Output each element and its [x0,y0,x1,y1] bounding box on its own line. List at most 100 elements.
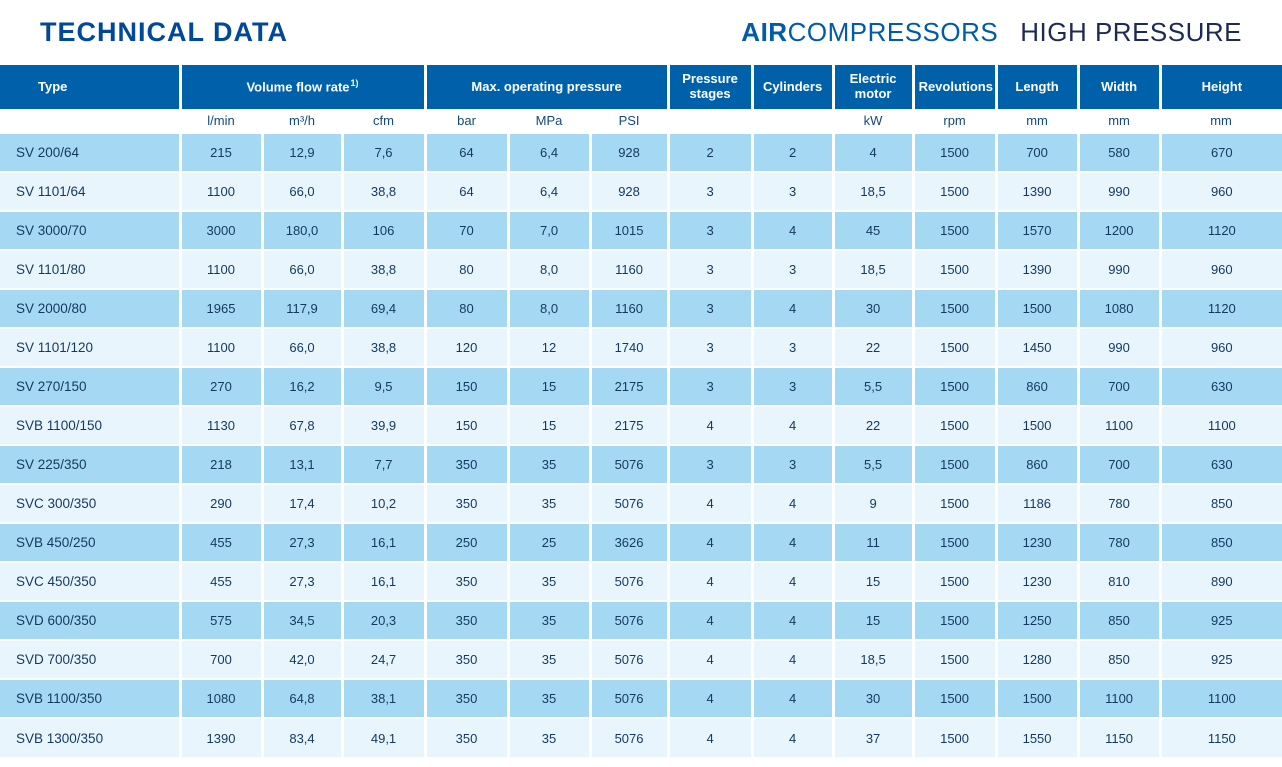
data-cell: 3 [668,210,754,250]
data-cell: 27,3 [262,561,344,601]
data-cell: 35 [508,561,592,601]
data-cell: 3 [668,288,754,328]
data-cell: 3 [668,171,754,211]
data-cell: 1965 [180,288,264,328]
data-cell: 1160 [590,288,670,328]
data-cell: 66,0 [262,327,344,367]
data-cell: 64 [425,132,510,172]
unit-cell: PSI [590,109,669,133]
data-cell: 3000 [180,210,264,250]
table-row: SVB 1100/350 1080 64,8 38,1 350 35 5076 4 4 30 150… [0,678,1282,718]
col-header-electric-motor: Electric motor [833,65,915,109]
data-cell: 3 [668,366,754,406]
data-cell: 1100 [180,249,264,289]
row-type-label: SV 225/350 [0,444,182,484]
table-row: SV 225/350 218 13,1 7,7 350 35 5076 3 3 5,5 1500 86… [0,444,1282,484]
data-cell: 670 [1160,132,1282,172]
data-cell: 700 [1078,444,1162,484]
data-cell: 1015 [590,210,670,250]
data-cell: 4 [668,717,754,757]
data-cell: 250 [425,522,510,562]
data-cell: 960 [1160,327,1282,367]
data-cell: 928 [590,132,670,172]
data-cell: 20,3 [342,600,427,640]
row-type-label: SV 200/64 [0,132,182,172]
unit-cell: m³/h [262,109,342,133]
row-type-label: SVB 1300/350 [0,717,182,757]
data-cell: 455 [180,522,264,562]
data-cell: 4 [752,639,835,679]
data-cell: 80 [425,249,510,289]
data-cell: 860 [996,444,1080,484]
data-cell: 1500 [996,405,1080,445]
row-type-label: SVC 450/350 [0,561,182,601]
data-cell: 1500 [913,327,998,367]
data-cell: 218 [180,444,264,484]
data-cell: 35 [508,444,592,484]
data-cell: 1500 [996,678,1080,718]
data-cell: 780 [1078,522,1162,562]
data-cell: 5076 [590,639,670,679]
data-cell: 4 [833,132,915,172]
row-type-label: SV 1101/64 [0,171,182,211]
table-row: SV 1101/64 1100 66,0 38,8 64 6,4 928 3 3 18,5 1500… [0,171,1282,211]
data-cell: 1500 [913,366,998,406]
unit-cell: mm [1160,109,1282,133]
data-cell: 35 [508,600,592,640]
row-type-label: SVB 1100/350 [0,678,182,718]
unit-cell: cfm [342,109,426,133]
data-cell: 4 [668,561,754,601]
data-cell: 1100 [180,171,264,211]
table-row: SV 2000/80 1965 117,9 69,4 80 8,0 1160 3 4 30 1500… [0,288,1282,328]
table-row: SV 1101/120 1100 66,0 38,8 120 12 1740 3 3 22 1500… [0,327,1282,367]
data-cell: 38,8 [342,171,427,211]
data-cell: 12 [508,327,592,367]
unit-cell: bar [425,109,509,133]
unit-cell [752,109,834,133]
data-cell: 4 [752,522,835,562]
data-cell: 4 [752,561,835,601]
row-type-label: SVC 300/350 [0,483,182,523]
data-cell: 890 [1160,561,1282,601]
data-cell: 34,5 [262,600,344,640]
data-cell: 2 [668,132,754,172]
data-cell: 120 [425,327,510,367]
unit-cell [0,109,180,133]
data-cell: 1500 [913,444,998,484]
data-cell: 1500 [913,717,998,757]
data-cell: 64 [425,171,510,211]
data-cell: 1100 [1078,405,1162,445]
unit-cell: mm [996,109,1079,133]
data-cell: 4 [668,483,754,523]
data-cell: 4 [752,483,835,523]
data-cell: 80 [425,288,510,328]
data-cell: 350 [425,717,510,757]
data-cell: 860 [996,366,1080,406]
data-cell: 35 [508,483,592,523]
unit-cell [668,109,753,133]
data-cell: 5076 [590,678,670,718]
data-cell: 350 [425,444,510,484]
brand-compressors: COMPRESSORS [787,17,999,47]
data-cell: 66,0 [262,249,344,289]
data-cell: 1200 [1078,210,1162,250]
data-cell: 215 [180,132,264,172]
data-cell: 38,8 [342,249,427,289]
data-cell: 35 [508,639,592,679]
data-cell: 1080 [1078,288,1162,328]
data-cell: 4 [752,600,835,640]
data-cell: 3 [752,366,835,406]
table-row: SV 270/150 270 16,2 9,5 150 15 2175 3 3 5,5 1500 86… [0,366,1282,406]
data-cell: 3 [752,327,835,367]
table-row: SVC 450/350 455 27,3 16,1 350 35 5076 4 4 15 1500 1… [0,561,1282,601]
data-cell: 8,0 [508,249,592,289]
data-cell: 25 [508,522,592,562]
page-header: TECHNICAL DATA AIRCOMPRESSORS HIGH PRESSU… [0,0,1282,65]
data-cell: 10,2 [342,483,427,523]
data-cell: 4 [668,522,754,562]
data-cell: 35 [508,717,592,757]
data-cell: 1160 [590,249,670,289]
data-cell: 5076 [590,600,670,640]
data-cell: 3 [752,249,835,289]
